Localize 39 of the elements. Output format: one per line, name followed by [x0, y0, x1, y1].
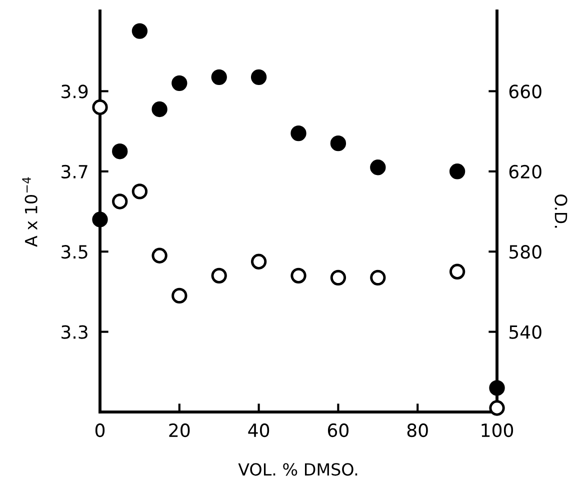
- point: [370, 160, 386, 176]
- point: [489, 400, 505, 416]
- x-tick-label: 20: [169, 423, 190, 438]
- x-tick-label: 40: [248, 423, 270, 438]
- y2-tick-label: 540: [510, 325, 542, 339]
- point: [211, 69, 227, 86]
- y2-axis-title: O.D.: [554, 194, 568, 228]
- point: [449, 264, 466, 280]
- x-tick-label: 100: [482, 423, 514, 438]
- point: [92, 99, 108, 116]
- y2-tick-label: 620: [509, 164, 542, 179]
- point: [172, 75, 188, 92]
- point: [250, 254, 267, 270]
- point: [290, 268, 306, 284]
- x-axis-title: VOL. % DMSO.: [238, 463, 358, 476]
- point: [330, 135, 346, 152]
- point: [330, 270, 346, 286]
- y-axis-title: A x 10$^{−4}$: [22, 177, 38, 247]
- y-tick-label: 3.5: [62, 245, 88, 259]
- point: [132, 184, 148, 200]
- y-tick-label: 3.7: [62, 164, 88, 179]
- point: [250, 69, 267, 86]
- y-tick-label: 3.9: [62, 84, 88, 98]
- point: [152, 248, 168, 264]
- y2-tick-label: 580: [510, 245, 542, 259]
- x-tick-label: 0: [95, 423, 105, 438]
- point: [152, 101, 168, 118]
- point: [112, 194, 128, 210]
- point: [211, 268, 227, 284]
- x-tick-label: 60: [328, 423, 348, 438]
- point: [172, 288, 188, 304]
- point: [290, 125, 306, 142]
- y2-tick-label: 660: [509, 84, 542, 98]
- point: [112, 144, 128, 160]
- point: [449, 164, 466, 180]
- x-tick-label: 80: [407, 423, 428, 438]
- y-tick-label: 3.3: [62, 325, 88, 339]
- point: [370, 270, 386, 286]
- point: [132, 23, 148, 39]
